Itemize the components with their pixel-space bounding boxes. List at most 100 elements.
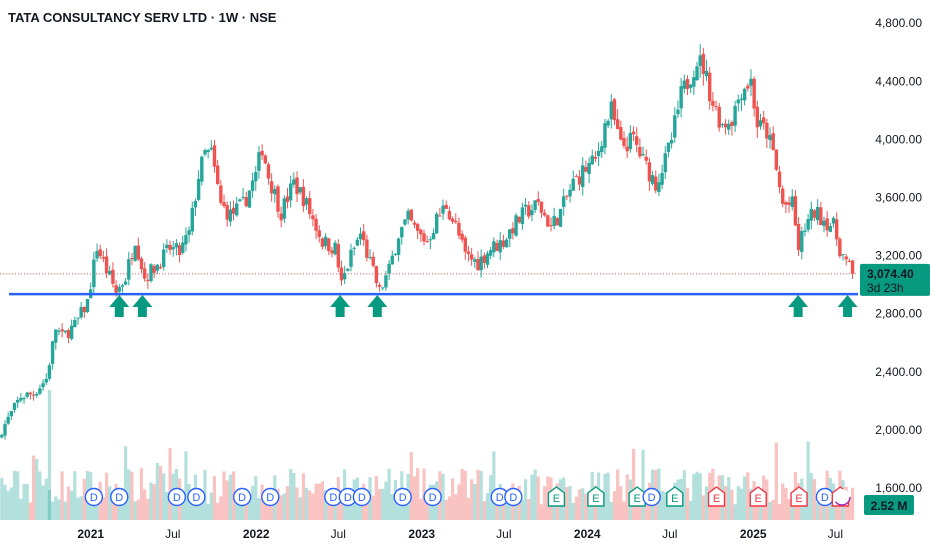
volume-bar — [12, 470, 17, 520]
volume-bar — [181, 495, 185, 520]
dividend-label: D — [429, 492, 437, 504]
candle-body — [682, 80, 687, 89]
candle-body — [276, 186, 280, 212]
candle-body — [146, 279, 150, 282]
candle-body — [822, 220, 826, 227]
candle-body — [581, 165, 585, 188]
volume-bar — [349, 495, 353, 520]
x-tick-label: Jul — [496, 527, 511, 541]
candle-body — [777, 171, 782, 188]
volume-bar — [587, 503, 591, 520]
candle-body — [215, 165, 220, 185]
candle-body — [123, 281, 128, 285]
dividend-marker-icon: D — [261, 487, 280, 507]
candle-body — [219, 185, 223, 203]
candle-body — [435, 213, 439, 234]
candle-body — [746, 85, 750, 89]
volume-bar — [622, 501, 626, 520]
candle-body — [238, 199, 242, 202]
candle-body — [339, 267, 344, 281]
candle-body — [701, 53, 706, 74]
candle-body — [790, 196, 794, 207]
volume-bar — [409, 451, 413, 520]
volume-bar — [244, 492, 248, 520]
volume-bar — [768, 501, 772, 520]
candle-body — [187, 230, 191, 235]
volume-bar — [327, 490, 331, 520]
volume-bar — [701, 495, 705, 520]
candle-body — [415, 224, 420, 231]
earnings-marker-icon: E — [666, 486, 684, 507]
candle-body — [457, 222, 461, 236]
volume-bar — [266, 499, 271, 520]
dividend-marker-icon: D — [187, 487, 206, 507]
volume-bar — [495, 494, 499, 520]
candle-body — [377, 284, 382, 287]
candle-body — [838, 238, 842, 257]
volume-bar — [603, 473, 607, 520]
volume-badge — [864, 495, 914, 515]
volume-bar — [539, 504, 544, 520]
volume-bar — [346, 493, 350, 520]
volume-bar — [704, 486, 709, 520]
candle-body — [647, 162, 652, 182]
candle-body — [250, 180, 255, 191]
candle-body — [485, 253, 490, 265]
dividend-label: D — [344, 492, 352, 504]
x-tick-label: 2022 — [243, 527, 270, 541]
candle-body — [22, 398, 26, 400]
candle-body — [765, 122, 769, 139]
candle-body — [673, 115, 677, 138]
volume-bar — [47, 490, 52, 520]
candle-body — [82, 306, 87, 313]
candle-body — [523, 204, 528, 207]
candle-body — [615, 119, 620, 129]
volume-bar — [130, 471, 134, 520]
candle-body — [609, 101, 614, 120]
up-arrow-icon — [132, 295, 153, 317]
candle-body — [352, 247, 356, 249]
candle-body — [406, 210, 410, 220]
dividend-label: D — [329, 492, 337, 504]
volume-bar — [682, 470, 686, 520]
volume-bar — [254, 476, 258, 520]
volume-bar — [543, 486, 547, 520]
candle-body — [596, 150, 601, 157]
volume-bar — [689, 500, 693, 520]
candle-body — [847, 260, 852, 262]
volume-bar — [809, 472, 813, 520]
volume-bar — [73, 471, 77, 520]
candle-body — [469, 254, 474, 260]
volume-bar — [95, 495, 99, 520]
candle-body — [92, 259, 96, 288]
candle-body — [9, 411, 14, 417]
volume-bar — [660, 490, 664, 520]
candle-body — [774, 149, 779, 170]
candle-body — [60, 329, 64, 332]
candle-body — [803, 230, 807, 232]
volume-bar — [527, 498, 531, 520]
volume-bar — [463, 470, 467, 520]
volume-bar — [479, 471, 483, 520]
volume-bar — [257, 498, 261, 520]
volume-bar — [441, 473, 445, 520]
volume-bar — [381, 488, 385, 520]
candle-body — [815, 206, 820, 221]
dividend-marker-icon: D — [423, 487, 442, 507]
candle-body — [438, 215, 442, 217]
candle-body — [660, 172, 664, 185]
candle-body — [761, 117, 766, 124]
volume-bar — [25, 483, 29, 520]
candle-body — [850, 260, 855, 274]
candle-body — [358, 233, 363, 240]
volume-bar — [571, 502, 575, 520]
volume-bar — [784, 487, 788, 520]
candle-body — [158, 266, 163, 269]
volume-bar — [523, 479, 528, 520]
volume-bar — [619, 486, 623, 520]
volume-bar — [403, 502, 407, 520]
y-tick-label: 4,000.00 — [875, 132, 922, 146]
volume-bar — [241, 497, 245, 520]
volume-bar — [733, 504, 737, 520]
